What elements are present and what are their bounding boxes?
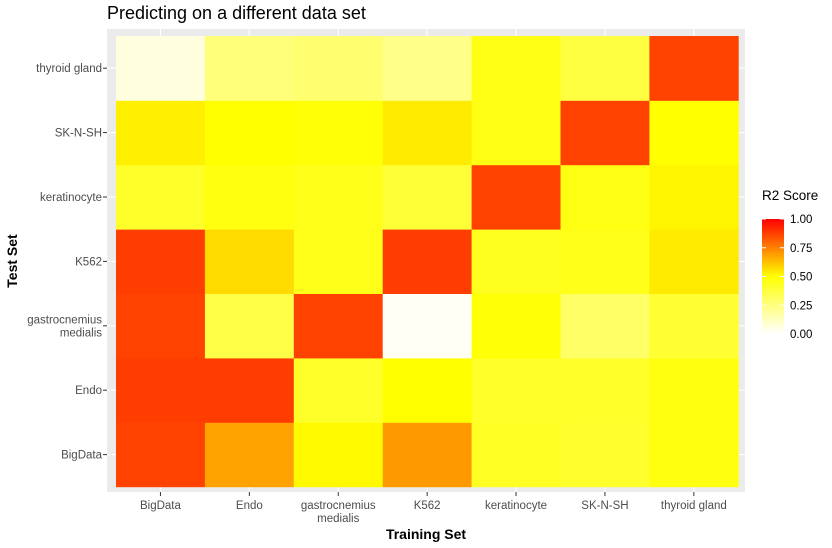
x-axis-ticks: BigData Endo gastrocnemius medialis K562 kera…	[140, 492, 727, 525]
heatmap-cell	[471, 164, 561, 230]
heatmap-cell	[116, 422, 206, 488]
x-tick-label: thyroid gland	[661, 500, 727, 512]
y-axis-ticks: BigData Endo gastrocnemius medialis K562 kera…	[27, 63, 107, 462]
heatmap-cell	[471, 100, 561, 166]
heatmap-cell	[204, 358, 295, 423]
y-axis-title: Test Set	[4, 234, 20, 288]
x-tick-label: Endo	[236, 500, 263, 512]
heatmap-cell	[649, 229, 739, 294]
heatmap-cell	[293, 358, 384, 423]
legend: R2 Score 1.00 0.75 0.50 0.25 0.00	[762, 188, 818, 341]
legend-tick-label: 0.75	[790, 243, 812, 255]
heatmap-cell	[471, 293, 561, 359]
x-axis-title: Training Set	[386, 526, 466, 542]
x-tick-label: SK-N-SH	[581, 500, 628, 512]
heatmap-cell	[560, 358, 650, 423]
x-tick-label: keratinocyte	[485, 500, 547, 512]
heatmap-cell	[116, 358, 206, 423]
heatmap-cell	[293, 36, 384, 101]
heatmap-cell	[204, 422, 295, 488]
heatmap-cell	[293, 164, 384, 230]
heatmap-cell	[560, 293, 650, 359]
y-tick-label: SK-N-SH	[55, 128, 102, 140]
heatmap-cell	[204, 100, 295, 166]
heatmap-cell	[649, 293, 739, 359]
heatmap-cell	[204, 164, 295, 230]
heatmap-cell	[382, 36, 472, 101]
y-tick-label: Endo	[75, 385, 102, 397]
heatmap-cell	[382, 164, 472, 230]
heatmap-cell	[649, 36, 739, 101]
x-tick-label: BigData	[140, 500, 182, 512]
legend-tick-label: 0.00	[790, 329, 812, 341]
heatmap-cell	[471, 422, 561, 488]
heatmap-cell	[471, 36, 561, 101]
heatmap-cell	[649, 164, 739, 230]
heatmap-cell	[382, 358, 472, 423]
legend-tick-label: 0.50	[790, 272, 812, 284]
heatmap-cell	[382, 422, 472, 488]
legend-colorbar	[762, 219, 784, 334]
heatmap-cell	[204, 36, 295, 101]
chart-title: Predicting on a different data set	[107, 3, 366, 23]
heatmap-cell	[471, 229, 561, 294]
y-tick-label: thyroid gland	[36, 63, 102, 75]
heatmap-cell	[293, 100, 384, 166]
heatmap-cell	[382, 293, 472, 359]
heatmap-cell	[293, 422, 384, 488]
legend-tick-label: 0.25	[790, 300, 812, 312]
heatmap-cell	[471, 358, 561, 423]
heatmap-cell	[649, 358, 739, 423]
x-tick-label: K562	[414, 500, 441, 512]
heatmap-cell	[116, 100, 206, 166]
legend-ticks: 1.00 0.75 0.50 0.25 0.00	[762, 214, 812, 341]
heatmap-cells	[116, 36, 739, 488]
x-tick-label: gastrocnemius medialis	[301, 500, 376, 525]
legend-tick-label: 1.00	[790, 214, 812, 226]
heatmap-cell	[116, 36, 206, 101]
heatmap-cell	[293, 229, 384, 294]
heatmap-cell	[116, 164, 206, 230]
heatmap-cell	[649, 422, 739, 488]
heatmap-cell	[382, 229, 472, 294]
y-tick-label: BigData	[61, 450, 103, 462]
heatmap-cell	[560, 422, 650, 488]
heatmap-cell	[293, 293, 384, 359]
y-tick-label: gastrocnemius medialis	[27, 314, 102, 339]
y-tick-label: keratinocyte	[40, 192, 102, 204]
heatmap-cell	[382, 100, 472, 166]
heatmap-cell	[116, 229, 206, 294]
heatmap-cell	[560, 100, 650, 166]
heatmap-cell	[560, 164, 650, 230]
legend-title: R2 Score	[762, 188, 818, 203]
heatmap-cell	[560, 36, 650, 101]
y-tick-label: K562	[75, 256, 102, 268]
heatmap-cell	[649, 100, 739, 166]
heatmap-cell	[204, 293, 295, 359]
heatmap-cell	[116, 293, 206, 359]
heatmap-cell	[560, 229, 650, 294]
heatmap-cell	[204, 229, 295, 294]
